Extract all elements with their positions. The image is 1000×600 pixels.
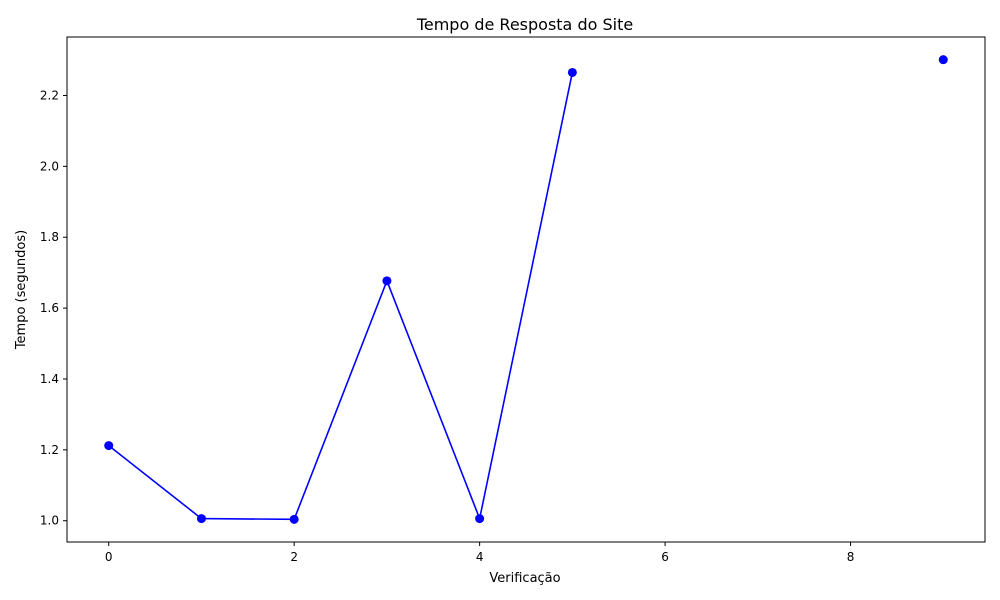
plot-area [104, 55, 948, 524]
y-axis: 1.0 1.2 1.4 1.6 1.8 2.0 2.2 [40, 88, 67, 528]
x-tick-label: 8 [847, 550, 855, 564]
data-point [196, 514, 206, 524]
data-point [289, 514, 299, 524]
y-tick-label: 1.8 [40, 230, 59, 244]
x-tick-label: 0 [105, 550, 113, 564]
x-tick-label: 6 [661, 550, 669, 564]
chart-title: Tempo de Resposta do Site [416, 15, 633, 34]
plot-frame [66, 36, 986, 543]
y-tick-label: 2.0 [40, 159, 59, 173]
data-point [104, 441, 114, 451]
x-axis: 0 2 4 6 8 [105, 542, 854, 564]
data-point [938, 55, 948, 65]
x-tick-label: 2 [290, 550, 298, 564]
data-point [475, 514, 485, 524]
y-tick-label: 1.4 [40, 372, 59, 386]
y-axis-label: Tempo (segundos) [14, 230, 29, 350]
x-axis-label: Verificação [489, 571, 560, 586]
y-tick-label: 1.6 [40, 301, 59, 315]
x-tick-label: 4 [476, 550, 484, 564]
data-point [382, 276, 392, 286]
y-tick-label: 2.2 [40, 88, 59, 102]
data-point [567, 67, 577, 77]
y-tick-label: 1.2 [40, 443, 59, 457]
series-line [108, 72, 574, 521]
y-tick-label: 1.0 [40, 514, 59, 528]
